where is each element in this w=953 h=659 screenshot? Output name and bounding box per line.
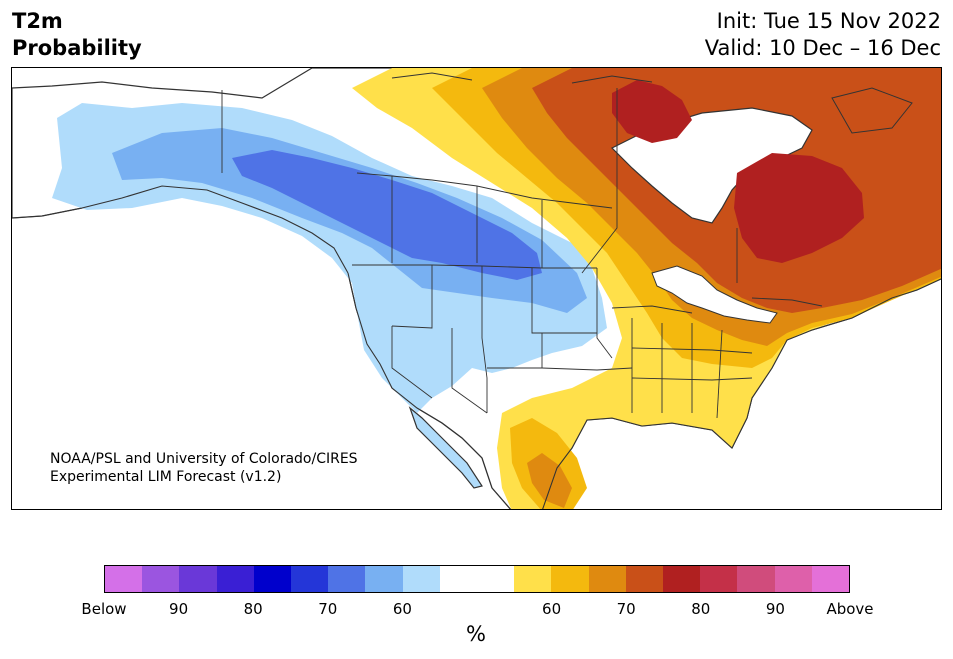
colorbar-segment — [328, 566, 366, 592]
colorbar-tick-label: 80 — [243, 600, 263, 618]
colorbar-segment — [625, 566, 664, 592]
above-max-region-arctic — [612, 80, 692, 143]
colorbar-segment — [439, 566, 478, 592]
map-title: T2m Probability — [12, 8, 142, 62]
colorbar-unit: % — [466, 622, 486, 646]
colorbar-segment — [588, 566, 626, 592]
arctic-islands — [391, 72, 913, 134]
colorbar-tick-label: 90 — [765, 600, 785, 618]
title-line-2: Probability — [12, 36, 142, 60]
title-line-1: T2m — [12, 9, 63, 33]
below-80-region — [232, 150, 542, 280]
colorbar-tick-label: 90 — [169, 600, 189, 618]
colorbar-segment — [514, 566, 552, 592]
colorbar-segment — [253, 566, 292, 592]
texas-above-80-region — [527, 453, 572, 508]
colorbar-segment — [291, 566, 329, 592]
colorbar-segment — [477, 566, 515, 592]
colorbar-tick-label: 70 — [318, 600, 338, 618]
colorbar-segment — [105, 566, 143, 592]
colorbar-tick-label: 70 — [616, 600, 636, 618]
probability-colorbar — [104, 565, 850, 593]
colorbar-tick-label: Below — [81, 600, 127, 618]
colorbar-segment — [365, 566, 403, 592]
colorbar-segment — [216, 566, 254, 592]
colorbar-segment — [551, 566, 589, 592]
nevada-blue-region — [372, 303, 462, 383]
coastlines — [12, 185, 941, 509]
colorbar-segment — [179, 566, 217, 592]
colorbar-segment — [402, 566, 440, 592]
colorbar-tick-label: Above — [826, 600, 874, 618]
valid-date: Valid: 10 Dec – 16 Dec — [704, 36, 941, 60]
great-lakes — [651, 265, 778, 324]
init-date: Init: Tue 15 Nov 2022 — [716, 9, 941, 33]
colorbar-tick-label: 60 — [392, 600, 412, 618]
probability-map — [12, 68, 941, 509]
colorbar-segment — [663, 566, 701, 592]
baja-peninsula — [408, 406, 483, 489]
colorbar-segment — [142, 566, 180, 592]
colorbar-tick-label: 60 — [542, 600, 562, 618]
political-borders — [221, 88, 823, 419]
colorbar-segment — [811, 566, 850, 592]
credit-line-1: NOAA/PSL and University of Colorado/CIRE… — [50, 451, 358, 467]
credit-line-2: Experimental LIM Forecast (v1.2) — [50, 469, 282, 485]
colorbar-segment — [774, 566, 812, 592]
forecast-dates: Init: Tue 15 Nov 2022 Valid: 10 Dec – 16… — [705, 8, 941, 62]
colorbar-segment — [700, 566, 738, 592]
colorbar-tick-label: 80 — [691, 600, 711, 618]
colorbar-segment — [737, 566, 775, 592]
map-panel: NOAA/PSL and University of Colorado/CIRE… — [11, 67, 942, 510]
above-max-region-quebec — [734, 153, 864, 263]
credit-text: NOAA/PSL and University of Colorado/CIRE… — [50, 450, 358, 486]
